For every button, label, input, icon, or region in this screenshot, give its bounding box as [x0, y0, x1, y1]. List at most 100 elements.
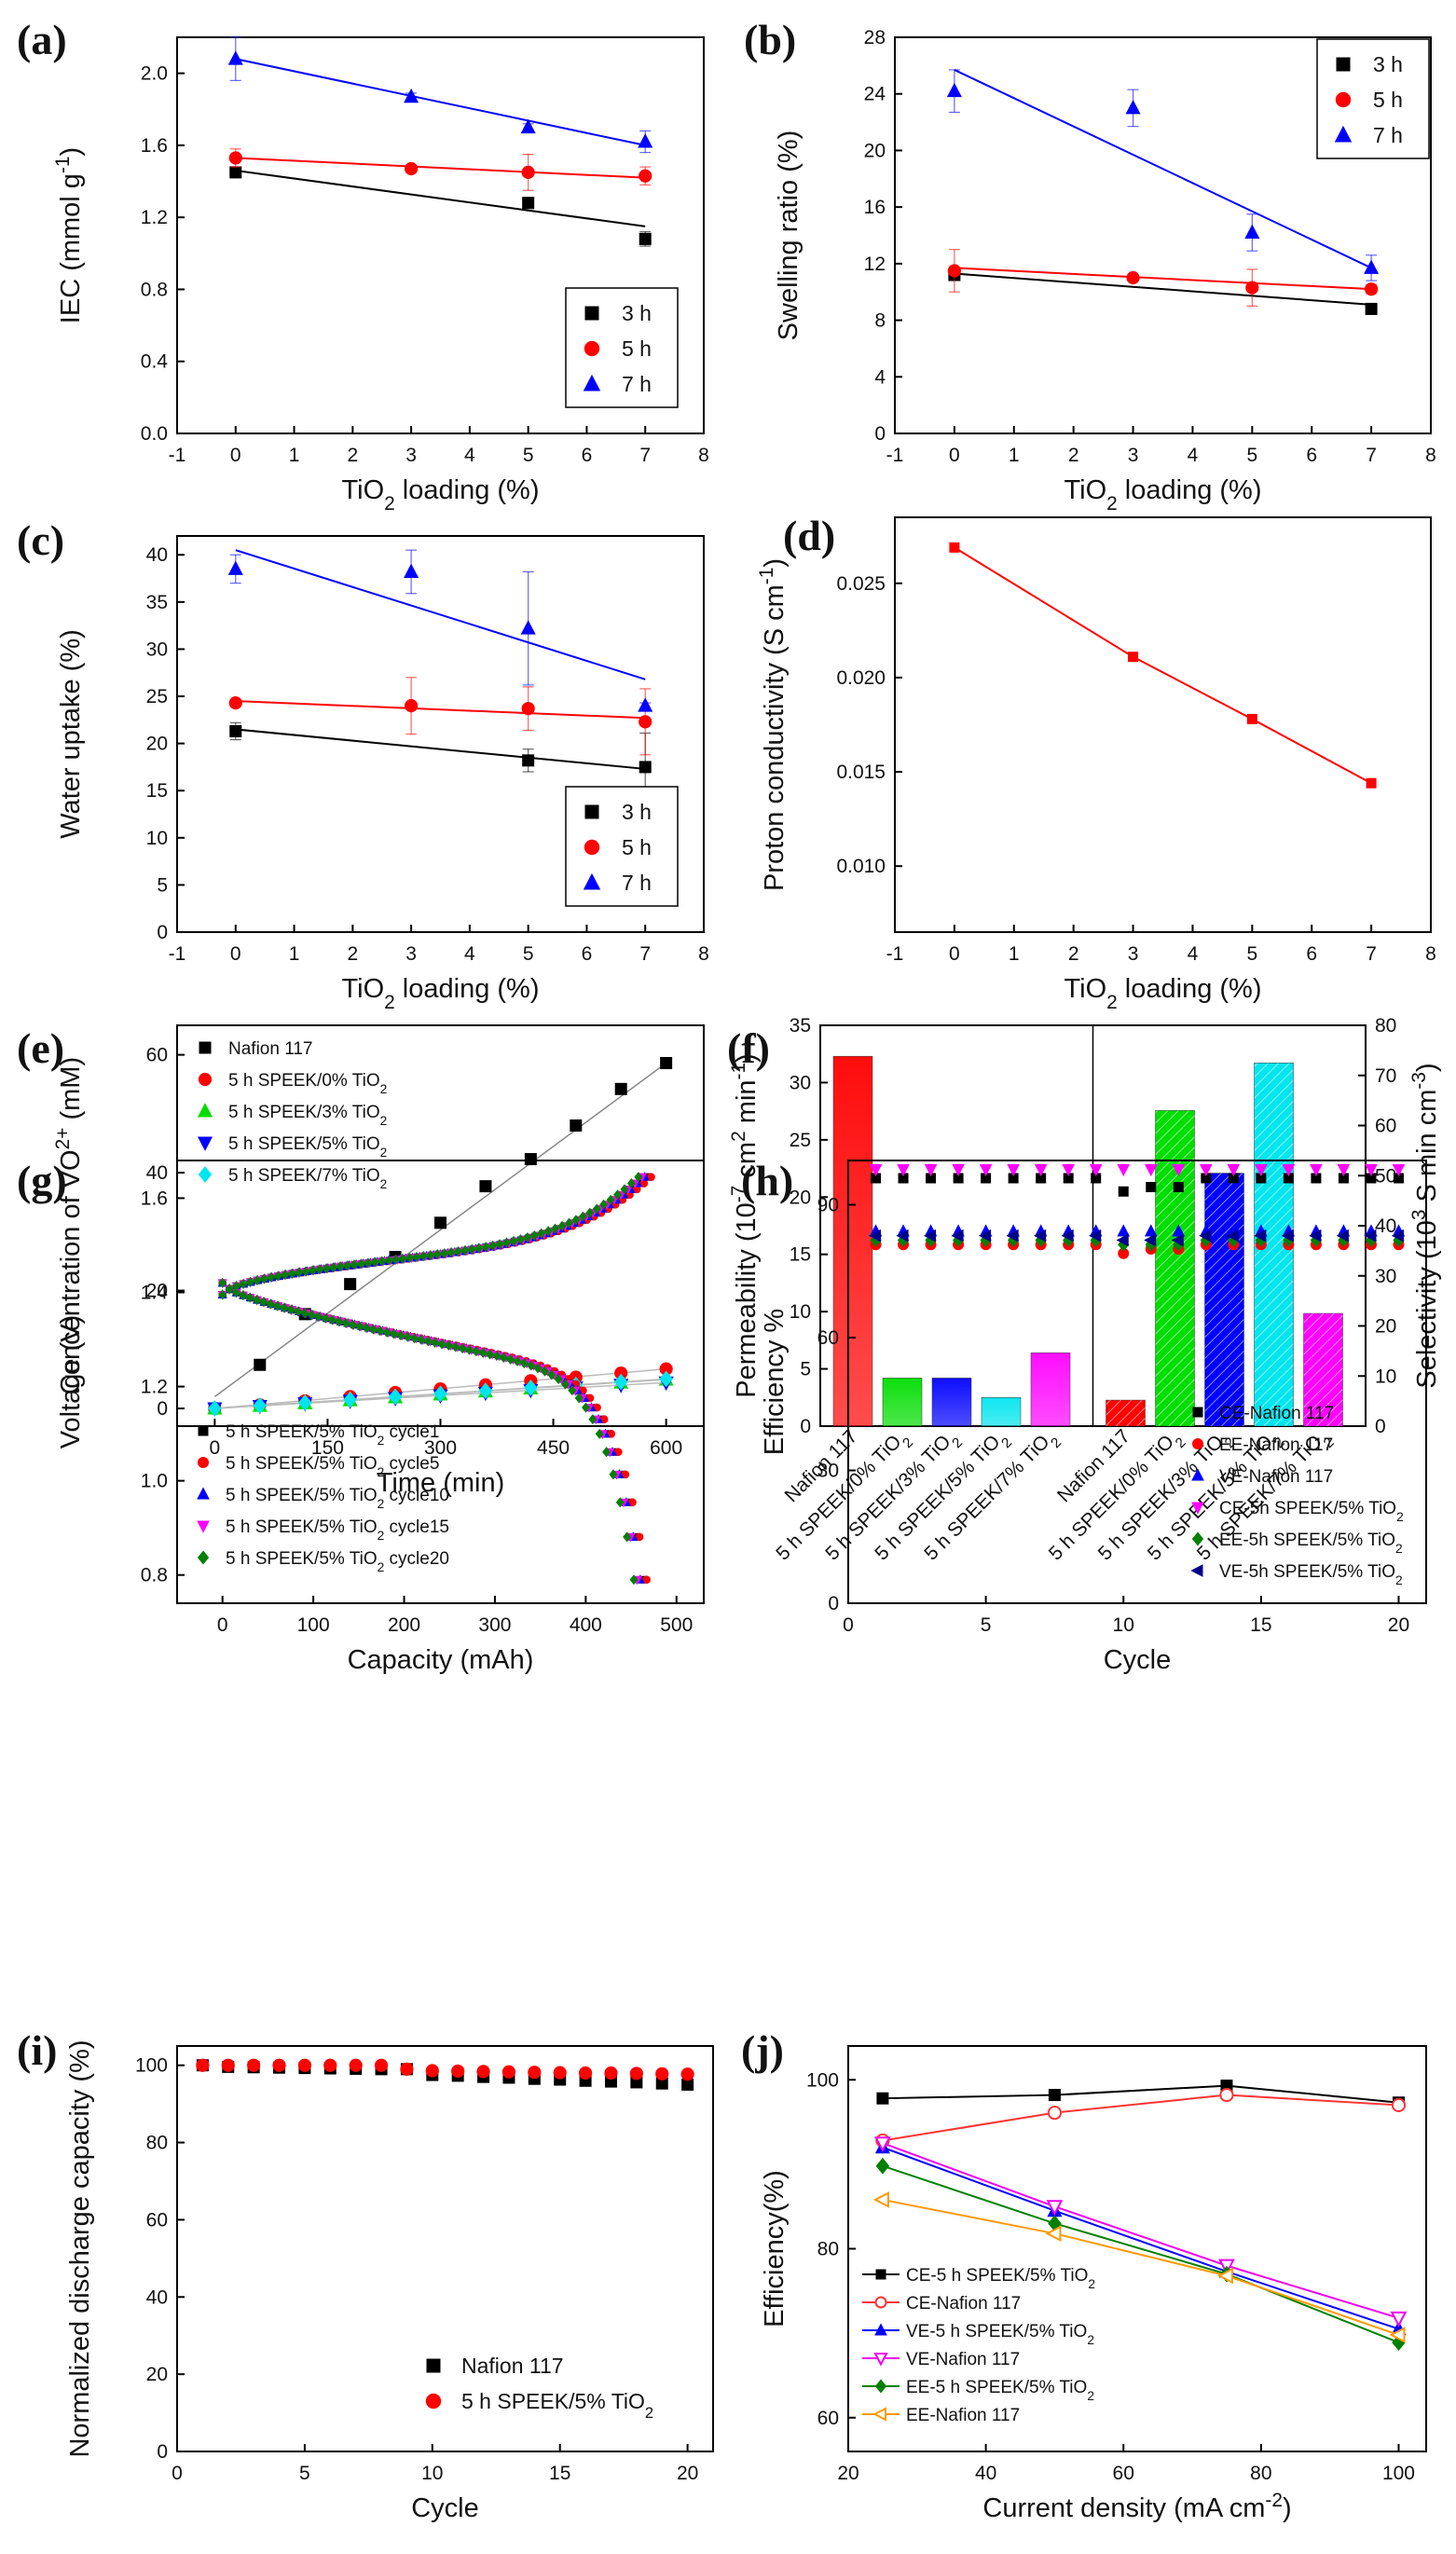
plot-frame	[176, 535, 705, 933]
data-point	[1089, 1164, 1103, 1177]
data-point	[629, 2067, 643, 2080]
y-right-tick-label: 10	[1375, 1366, 1396, 1387]
legend-label: 5 h SPEEK/5% TiO2 cycle20	[226, 1549, 449, 1574]
data-point	[1365, 282, 1379, 296]
data-point	[1062, 1164, 1076, 1177]
data-point	[245, 1292, 254, 1303]
data-point	[570, 1119, 583, 1132]
x-tick-label: 3	[1128, 445, 1139, 466]
series-1	[228, 677, 652, 756]
data-point	[872, 2191, 889, 2208]
data-point	[405, 1252, 414, 1263]
x-tick-label: 1	[289, 445, 300, 466]
legend-marker	[198, 1166, 213, 1183]
data-point	[875, 2157, 890, 2175]
legend-label: CE-5h SPEEK/5% TiO2	[1219, 1499, 1404, 1524]
data-point	[588, 1414, 598, 1425]
data-point	[613, 1189, 623, 1201]
fit-line	[954, 69, 1372, 269]
x-tick-label: 6	[1306, 943, 1317, 965]
data-point	[639, 232, 652, 245]
fit-line	[235, 169, 646, 227]
legend-marker	[875, 2269, 886, 2280]
x-axis-label: Cycle	[1104, 1645, 1172, 1675]
x-tick-label: -1	[169, 445, 186, 466]
data-point	[1046, 2200, 1064, 2217]
data-point	[1254, 1229, 1267, 1243]
y-axis-label: Proton conductivity (S cm-1)	[756, 558, 790, 891]
x-tick-label: 4	[464, 943, 475, 965]
series-2	[869, 1224, 1406, 1237]
x-tick-label: -1	[169, 943, 186, 965]
data-point	[502, 1237, 512, 1248]
series-line	[882, 2146, 1399, 2330]
data-point	[196, 2058, 210, 2072]
data-point	[952, 1164, 965, 1177]
data-point	[923, 1229, 937, 1243]
legend-marker	[197, 1520, 210, 1533]
panel-label: (f)	[727, 1024, 770, 1072]
y-tick-label: 15	[790, 1244, 811, 1266]
data-point	[225, 1284, 234, 1295]
legend-label: 5 h	[622, 336, 652, 361]
panel-label: (b)	[744, 16, 796, 63]
data-point	[280, 1302, 289, 1313]
legend-label: 5 h	[622, 835, 652, 859]
data-point	[1392, 1164, 1406, 1177]
y-axis-label: Swelling ratio (%)	[774, 130, 804, 341]
legend-marker	[198, 1457, 209, 1468]
y-right-tick-label: 60	[1375, 1116, 1396, 1137]
series-line	[882, 2198, 1399, 2336]
data-point	[1244, 224, 1260, 239]
data-point	[578, 1211, 587, 1222]
bar	[1303, 1312, 1343, 1427]
data-point	[1199, 1229, 1212, 1243]
data-point	[647, 1173, 655, 1182]
panel-label: (a)	[17, 16, 67, 63]
x-tick-label: 100	[1382, 2463, 1415, 2484]
x-axis-label: Time (min)	[377, 1468, 504, 1498]
x-tick-label: 4	[1188, 445, 1199, 466]
x-tick-label: 7	[1366, 445, 1377, 466]
data-point	[423, 1336, 433, 1347]
data-point	[472, 1346, 481, 1357]
x-tick-label: 7	[639, 445, 651, 466]
data-point	[300, 1308, 309, 1319]
legend-label: 3 h	[622, 301, 652, 325]
data-point	[382, 1326, 391, 1338]
y-tick-label: 0	[157, 2441, 168, 2463]
data-point	[431, 1337, 440, 1348]
data-point	[1216, 2267, 1233, 2285]
x-tick-label: 10	[1113, 1614, 1134, 1636]
y-tick-label: 30	[817, 1461, 839, 1482]
y-tick-label: 0.020	[836, 667, 886, 689]
data-point	[370, 1256, 379, 1268]
data-point	[343, 1260, 352, 1271]
y-axis-label: IEC (mmol g-1)	[52, 147, 87, 323]
data-point	[609, 1469, 618, 1480]
data-point	[524, 1153, 537, 1166]
data-point	[897, 1164, 910, 1177]
data-point	[474, 1243, 484, 1254]
data-point	[267, 1271, 276, 1283]
data-point	[527, 1360, 536, 1371]
data-point	[390, 1328, 399, 1339]
data-point	[433, 1249, 442, 1260]
y-tick-label: 1.0	[141, 1471, 168, 1492]
fit-line	[235, 700, 646, 720]
legend-label: EE-Nafion 117	[1219, 1435, 1333, 1455]
data-point	[1006, 1229, 1019, 1243]
legend-label: 7 h	[622, 871, 652, 895]
x-tick-label: 2	[347, 445, 358, 466]
data-point	[521, 702, 535, 716]
data-point	[1144, 1164, 1158, 1177]
x-tick-label: 400	[570, 1614, 602, 1636]
data-point	[1365, 1164, 1378, 1177]
legend-label: 5 h SPEEK/5% TiO2 cycle1	[226, 1422, 439, 1448]
data-point	[614, 1082, 627, 1095]
fit-line	[235, 157, 646, 179]
data-point	[295, 1267, 303, 1278]
x-tick-label: 5	[523, 445, 534, 466]
